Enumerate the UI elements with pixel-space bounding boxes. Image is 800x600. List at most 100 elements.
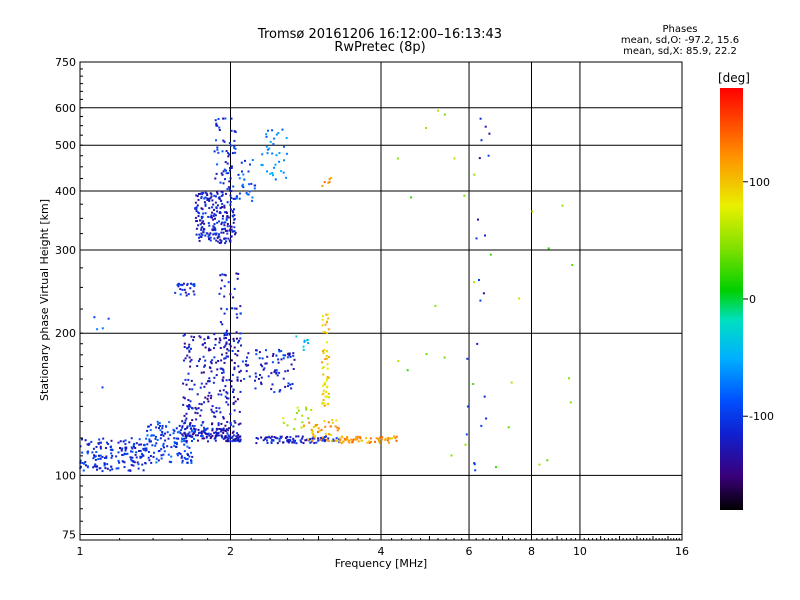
data-point: [300, 426, 303, 429]
data-point: [176, 452, 179, 455]
data-point: [82, 469, 85, 472]
data-point: [203, 222, 206, 225]
data-point: [352, 439, 355, 442]
data-point: [321, 184, 324, 187]
data-point: [232, 221, 235, 224]
data-point: [568, 377, 570, 380]
data-point: [216, 236, 219, 239]
data-point: [186, 445, 189, 448]
data-point: [265, 133, 268, 136]
data-point: [122, 453, 125, 456]
data-point: [198, 358, 201, 361]
data-point: [323, 404, 326, 407]
data-point: [366, 441, 369, 444]
data-point: [237, 437, 240, 440]
data-point: [94, 463, 97, 466]
data-point: [228, 180, 231, 183]
x-tick-label: 16: [675, 545, 689, 558]
data-point: [106, 441, 108, 444]
data-point: [357, 440, 360, 443]
colorbar-tick-label: 100: [749, 176, 770, 189]
data-point: [207, 235, 210, 238]
data-point: [228, 378, 231, 381]
data-point: [216, 163, 219, 166]
data-point: [245, 192, 248, 195]
data-point: [264, 362, 267, 365]
data-point: [266, 439, 268, 442]
data-point: [217, 360, 220, 362]
data-point: [265, 349, 267, 352]
data-point: [217, 393, 220, 396]
data-point: [103, 464, 106, 467]
data-point: [191, 433, 194, 436]
data-point: [473, 173, 476, 176]
data-point: [233, 218, 236, 221]
data-point: [202, 421, 205, 423]
data-point: [179, 293, 182, 296]
data-point: [191, 407, 194, 410]
data-point: [269, 140, 272, 143]
data-point: [117, 467, 120, 470]
data-point: [165, 425, 167, 428]
data-point: [226, 432, 229, 435]
data-point: [328, 180, 331, 183]
data-point: [307, 438, 310, 441]
data-point: [297, 435, 300, 438]
data-point: [218, 126, 221, 129]
data-point: [237, 439, 240, 442]
data-point: [278, 350, 281, 353]
data-point: [228, 153, 231, 156]
data-point: [250, 182, 253, 185]
data-point: [232, 430, 235, 433]
data-point: [182, 396, 185, 399]
data-point: [317, 427, 320, 430]
data-point: [230, 225, 233, 228]
data-point: [186, 425, 189, 428]
data-point: [95, 451, 98, 453]
data-point: [286, 424, 289, 427]
data-point: [201, 435, 204, 438]
data-point: [194, 216, 197, 219]
data-point: [151, 444, 154, 447]
data-point: [208, 207, 211, 210]
data-point: [463, 194, 466, 197]
data-point: [322, 331, 325, 334]
data-point: [134, 453, 137, 456]
data-point: [178, 430, 181, 433]
data-point: [219, 411, 222, 414]
data-point: [261, 357, 264, 360]
y-tick-label: 500: [55, 139, 76, 152]
data-point: [538, 463, 541, 466]
data-point: [226, 438, 229, 441]
data-point: [115, 455, 118, 458]
data-point: [218, 220, 220, 223]
data-point: [322, 399, 325, 401]
data-point: [337, 427, 340, 430]
data-point: [220, 429, 223, 432]
data-point: [185, 441, 188, 444]
data-point: [211, 434, 214, 437]
data-point: [176, 284, 179, 287]
data-point: [331, 421, 334, 424]
data-point: [231, 214, 234, 217]
data-point: [189, 360, 192, 363]
data-point: [146, 429, 149, 432]
data-point: [215, 239, 218, 242]
data-point: [202, 220, 205, 223]
data-point: [230, 359, 233, 362]
data-point: [203, 197, 206, 200]
data-point: [287, 385, 289, 388]
data-point: [236, 337, 238, 340]
data-point: [214, 214, 217, 217]
data-point: [102, 437, 105, 440]
data-point: [190, 462, 193, 464]
data-point: [93, 465, 96, 468]
data-point: [325, 395, 328, 398]
data-point: [199, 386, 202, 389]
data-point: [225, 329, 228, 332]
data-point: [290, 387, 293, 390]
data-point: [221, 228, 223, 231]
data-point: [222, 389, 225, 392]
data-point: [335, 419, 338, 422]
data-point: [183, 397, 186, 400]
